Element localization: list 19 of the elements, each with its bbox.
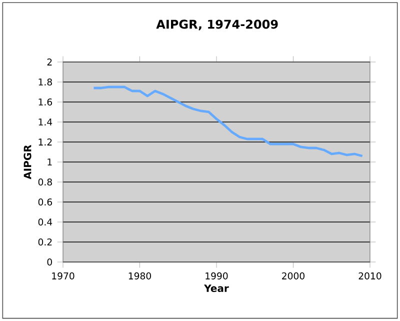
x-tick-label: 1980 (128, 272, 151, 280)
chart-title: AIPGR, 1974-2009 (156, 20, 278, 30)
x-axis-title: Year (204, 284, 229, 292)
y-axis-title: AIPGR (24, 144, 32, 180)
x-tick-label: 2000 (282, 272, 304, 280)
x-tick-label: 1990 (206, 272, 228, 280)
x-tick-label: 1970 (52, 272, 74, 280)
y-tick-label: 1.4 (38, 118, 52, 126)
y-tick-label: 0.6 (38, 198, 52, 206)
y-tick-label: 1.8 (38, 78, 52, 86)
y-tick-label: 0.2 (38, 238, 52, 246)
y-tick-label: 1.2 (38, 138, 52, 146)
y-tick-label: 0.8 (38, 178, 52, 186)
y-tick-label: 1 (48, 158, 52, 166)
y-tick-label: 1.6 (38, 98, 52, 106)
y-tick-label: 2 (47, 58, 52, 66)
y-tick-label: 0 (47, 258, 52, 266)
x-tick-label: 2010 (358, 272, 382, 280)
y-tick-label: 0.4 (38, 218, 52, 226)
